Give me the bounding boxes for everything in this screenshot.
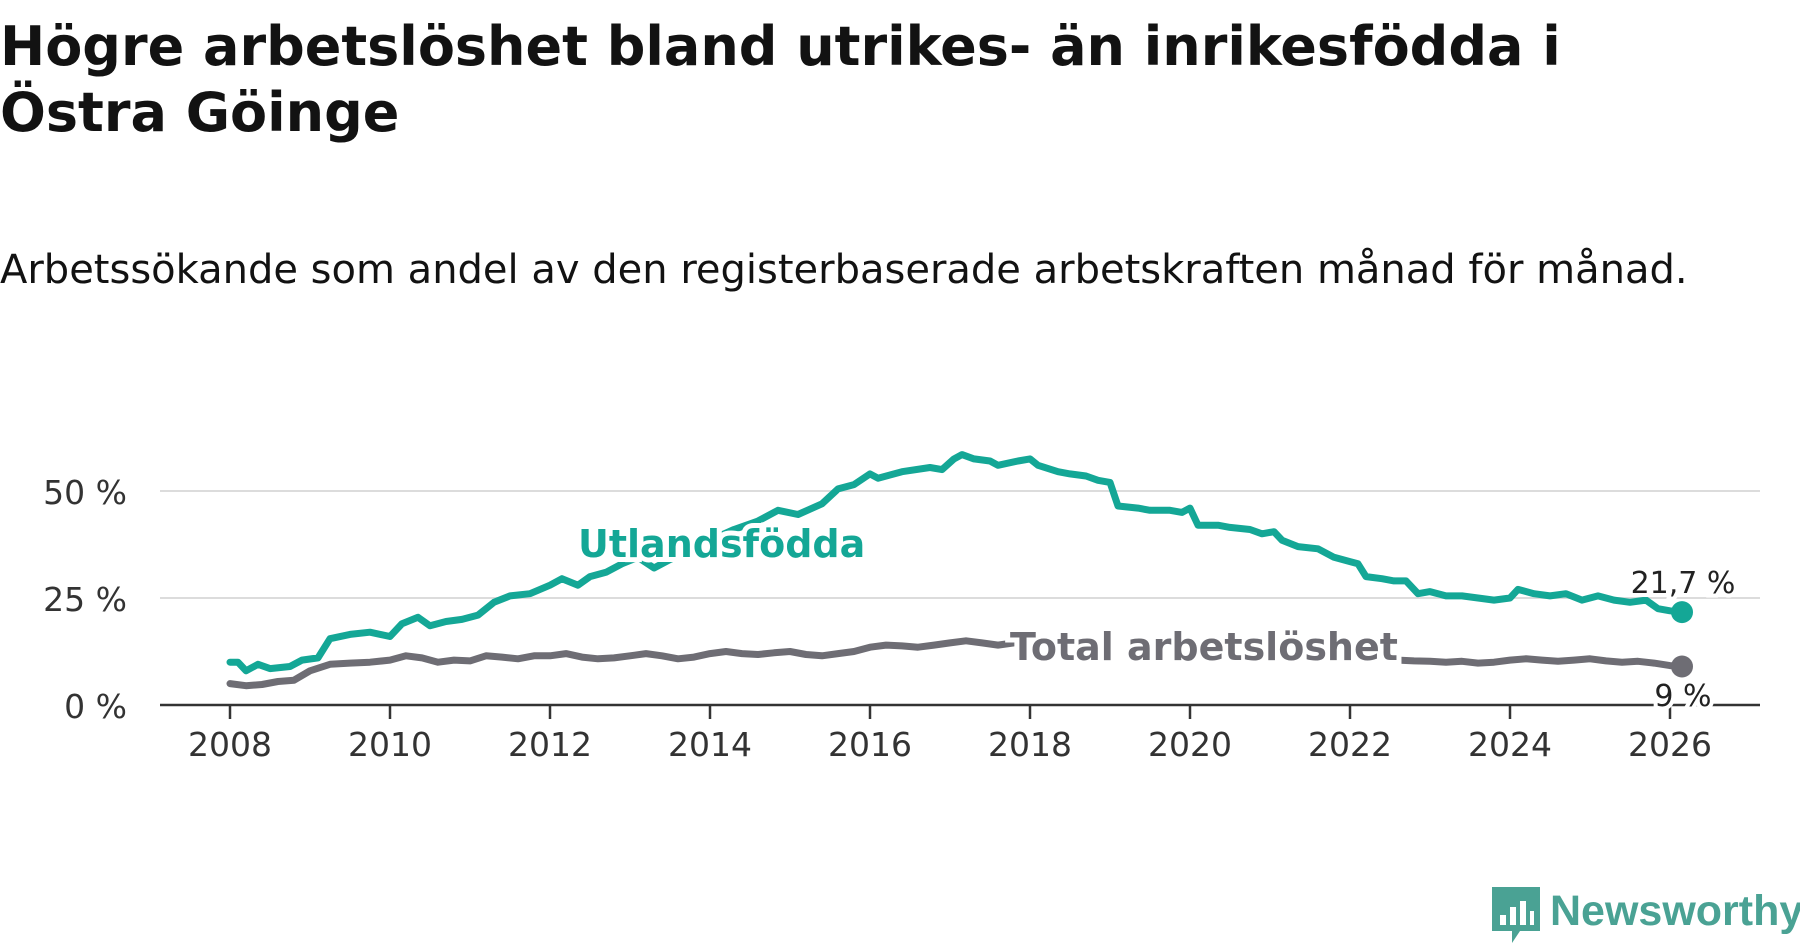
x-axis: 2008 2010 2012 2014 2016 2018 2020 2022 2024 2026 — [160, 703, 1760, 764]
series-lines — [226, 451, 1693, 690]
x-tick-label: 2018 — [988, 725, 1072, 764]
newsworthy-logo-icon — [1492, 887, 1540, 943]
total-end-label: 9 % — [1654, 679, 1711, 714]
brand-name: Newsworthy — [1550, 887, 1800, 935]
x-tick-label: 2014 — [668, 725, 752, 764]
y-tick-label: 0 % — [64, 687, 127, 726]
chart-subtitle: Arbetssökande som andel av den registerb… — [0, 247, 1688, 293]
x-tick-label: 2010 — [348, 725, 432, 764]
newsworthy-brand: Newsworthy — [1490, 885, 1800, 945]
total-end-marker — [1671, 655, 1693, 678]
utlandsfodda-end-marker — [1671, 601, 1693, 624]
grid-lines — [160, 490, 1760, 599]
x-tick-label: 2026 — [1628, 725, 1712, 764]
series-labels: Utlandsfödda Total arbetslöshet 21,7 % 9 % — [573, 517, 1739, 718]
x-tick-label: 2020 — [1148, 725, 1232, 764]
y-tick-label: 25 % — [43, 580, 127, 619]
utlandsfodda-end-label: 21,7 % — [1631, 566, 1736, 601]
utlandsfodda-label: Utlandsfödda — [578, 522, 865, 566]
x-tick-label: 2024 — [1468, 725, 1552, 764]
x-tick-label: 2008 — [188, 725, 272, 764]
y-tick-label: 50 % — [43, 473, 127, 512]
x-tick-label: 2012 — [508, 725, 592, 764]
utlandsfodda-line — [226, 451, 1686, 675]
total-label: Total arbetslöshet — [1010, 625, 1398, 669]
y-axis: 0 % 25 % 50 % — [43, 473, 127, 726]
line-chart: 0 % 25 % 50 % 2008 2010 2012 2014 2016 2018 2020… — [43, 451, 1760, 764]
chart-title: Högre arbetslöshet bland utrikes- än inr… — [0, 15, 1561, 144]
total-line — [226, 637, 1018, 690]
x-tick-label: 2016 — [828, 725, 912, 764]
total-line — [1394, 655, 1686, 670]
x-tick-label: 2022 — [1308, 725, 1392, 764]
